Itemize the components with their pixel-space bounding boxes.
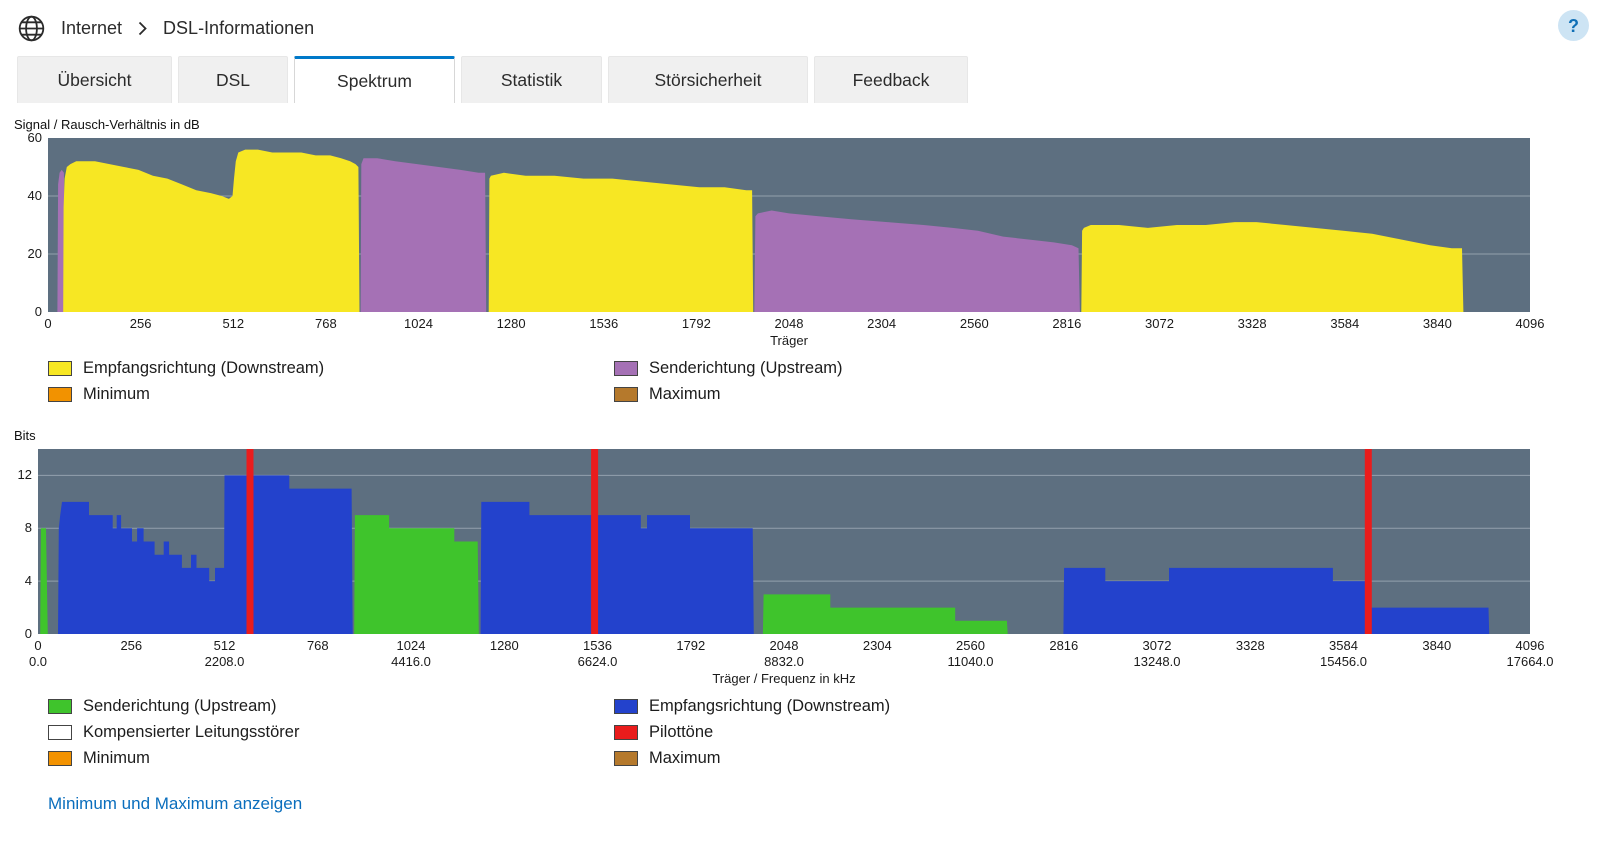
legend-swatch	[614, 698, 638, 714]
legend-swatch	[614, 360, 638, 376]
legend-label: Maximum	[649, 748, 721, 767]
spektrum-content: Signal / Rausch-Verhältnis in dB 0 20 40 60…	[0, 117, 1607, 814]
bits-y-axis-labels: 0 4 8 12	[17, 467, 32, 641]
legend-swatch	[48, 724, 72, 740]
legend-label: Minimum	[83, 748, 150, 767]
legend-swatch	[48, 360, 72, 376]
legend-item: Empfangsrichtung (Downstream)	[48, 356, 614, 380]
tab-ubersicht[interactable]: Übersicht	[17, 56, 172, 103]
bits-legend: Senderichtung (Upstream) Empfangsrichtung…	[48, 694, 1607, 770]
bits-x-axis-labels: 0 256 512 768 1024 1280 1536 1792 2048 2304 2560 28…	[34, 638, 1545, 653]
legend-label: Kompensierter Leitungsstörer	[83, 722, 300, 741]
snr-spectrum-plot	[48, 138, 1530, 312]
legend-label: Pilottöne	[649, 722, 714, 741]
snr-y-axis-labels: 0 20 40 60	[27, 130, 42, 319]
legend-item: Senderichtung (Upstream)	[614, 356, 1607, 380]
legend-label: Senderichtung (Upstream)	[83, 696, 277, 715]
legend-item: Empfangsrichtung (Downstream)	[614, 694, 1607, 718]
legend-swatch	[48, 750, 72, 766]
show-min-max-link[interactable]: Minimum und Maximum anzeigen	[48, 794, 303, 813]
bits-chart-section: Bits 0 4 8 12 0 256 512 768 1024 1280 1536 1792 204…	[0, 428, 1607, 770]
legend-item: Minimum	[48, 382, 614, 406]
legend-label: Minimum	[83, 384, 150, 403]
legend-label: Empfangsrichtung (Downstream)	[83, 358, 325, 377]
bits-x-axis-frequency-labels: 0.0 2208.0 4416.0 6624.0 8832.0 11040.0 13248.…	[28, 654, 1554, 669]
tab-spektrum[interactable]: Spektrum	[294, 56, 455, 103]
snr-legend: Empfangsrichtung (Downstream) Senderichtu…	[48, 356, 1607, 406]
help-button[interactable]: ?	[1558, 10, 1589, 41]
tab-feedback[interactable]: Feedback	[814, 56, 968, 103]
snr-x-axis-labels: 0 256 512 768 1024 1280 1536 1792 2048 2304 2560 28…	[44, 316, 1545, 331]
legend-swatch	[614, 386, 638, 402]
legend-swatch	[614, 724, 638, 740]
breadcrumb-dsl-informationen: DSL-Informationen	[163, 18, 315, 38]
legend-item: Pilottöne	[614, 720, 1607, 744]
legend-item: Maximum	[614, 746, 1607, 770]
legend-item: Senderichtung (Upstream)	[48, 694, 614, 718]
bits-chart-title: Bits	[14, 428, 36, 443]
legend-label: Maximum	[649, 384, 721, 403]
legend-swatch	[48, 386, 72, 402]
internet-globe-icon	[18, 15, 45, 42]
bits-spectrum-plot	[38, 449, 1530, 634]
legend-label: Empfangsrichtung (Downstream)	[649, 696, 891, 715]
bits-x-axis-title: Träger / Frequenz in kHz	[712, 671, 856, 686]
tab-bar: Übersicht DSL Spektrum Statistik Störsicherh…	[0, 55, 1607, 103]
legend-item: Minimum	[48, 746, 614, 770]
tab-dsl[interactable]: DSL	[178, 56, 288, 103]
breadcrumb-internet[interactable]: Internet	[61, 18, 123, 38]
legend-label: Senderichtung (Upstream)	[649, 358, 843, 377]
tab-statistik[interactable]: Statistik	[461, 56, 602, 103]
snr-chart-section: Signal / Rausch-Verhältnis in dB 0 20 40 60…	[0, 117, 1607, 406]
legend-swatch	[48, 698, 72, 714]
legend-item: Kompensierter Leitungsstörer	[48, 720, 614, 744]
snr-x-axis-title: Träger	[770, 333, 808, 348]
breadcrumb: Internet DSL-Informationen	[61, 18, 314, 39]
tab-storsicherheit[interactable]: Störsicherheit	[608, 56, 808, 103]
chevron-right-icon	[138, 21, 147, 36]
legend-swatch	[614, 750, 638, 766]
header: Internet DSL-Informationen ?	[0, 0, 1607, 55]
legend-item: Maximum	[614, 382, 1607, 406]
snr-chart-title: Signal / Rausch-Verhältnis in dB	[14, 117, 200, 132]
